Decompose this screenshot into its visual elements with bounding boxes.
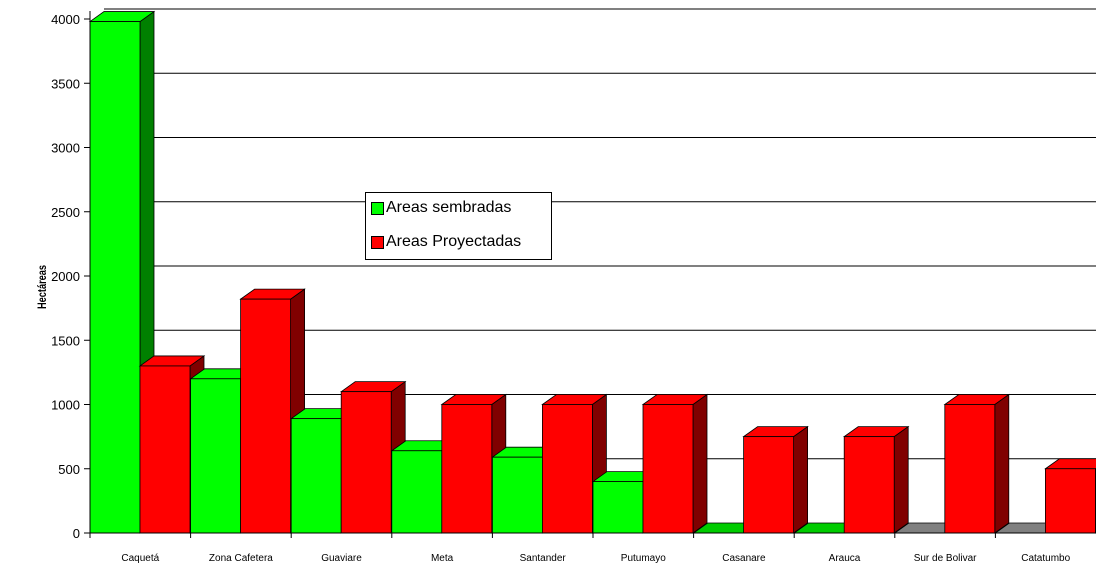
- y-tick-label: 0: [73, 526, 80, 541]
- x-tick-label: Casanare: [722, 553, 766, 564]
- x-tick-label: Putumayo: [621, 553, 666, 564]
- bar-side: [793, 425, 808, 534]
- bar: [290, 418, 342, 534]
- legend-label: Areas Proyectadas: [386, 233, 522, 250]
- bar: [1045, 468, 1096, 534]
- x-tick-label: Caquetá: [121, 553, 159, 564]
- x-tick-label: Arauca: [829, 553, 861, 564]
- x-tick-label: Guaviare: [321, 553, 362, 564]
- y-axis-label: Hectáreas: [35, 265, 49, 309]
- bar: [743, 436, 794, 534]
- bar: [491, 456, 543, 534]
- x-tick-label: Meta: [431, 553, 454, 564]
- legend-swatch-red: [371, 235, 384, 249]
- bars: [88, 10, 1096, 534]
- bar: [340, 391, 392, 534]
- y-tick-label: 2500: [51, 205, 80, 220]
- legend-item-sembradas: Areas sembradas: [371, 199, 511, 217]
- x-tick-label: Sur de Bolivar: [914, 553, 977, 564]
- bar-side: [692, 393, 708, 534]
- bar: [391, 450, 443, 534]
- bar: [944, 404, 996, 534]
- legend-swatch-green: [371, 201, 384, 215]
- bar: [542, 404, 593, 534]
- bar: [139, 365, 191, 534]
- x-tick-label: Santander: [520, 553, 567, 564]
- bar: [843, 436, 895, 534]
- y-tick-label: 1000: [51, 398, 80, 413]
- y-tick-label: 4000: [51, 12, 80, 27]
- x-tick-label: Catatumbo: [1021, 553, 1070, 564]
- bar: [441, 404, 493, 534]
- bar-side: [893, 425, 909, 534]
- bar-top: [1044, 458, 1096, 470]
- y-tick-label: 3500: [51, 76, 80, 91]
- bar: [89, 21, 141, 534]
- legend-item-proyectadas: Areas Proyectadas: [371, 233, 521, 251]
- y-tick-label: 500: [58, 462, 80, 477]
- y-tick-label: 2000: [51, 269, 80, 284]
- bar: [240, 298, 292, 534]
- bar: [190, 378, 242, 534]
- bar: [592, 481, 644, 534]
- bar: [642, 404, 694, 534]
- y-tick-label: 1500: [51, 333, 80, 348]
- legend-label: Areas sembradas: [386, 199, 512, 216]
- legend: Areas sembradas Areas Proyectadas: [365, 192, 552, 260]
- y-tick-label: 3000: [51, 141, 80, 156]
- x-tick-label: Zona Cafetera: [209, 553, 273, 564]
- axes: 0 500 1000 1500 2000 2500 3000 3500 4000 Caquetá Z…: [51, 11, 1096, 564]
- bar-side: [994, 393, 1010, 534]
